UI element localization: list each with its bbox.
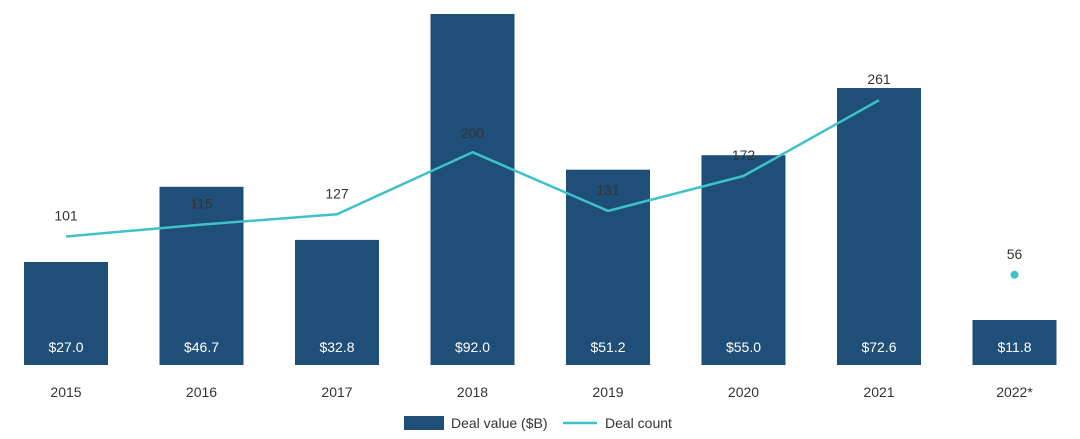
bar-value-label-2016: $46.7 [184, 339, 219, 355]
count-label-2018: 200 [461, 125, 485, 141]
legend: Deal value ($B) Deal count [404, 415, 672, 431]
bar-2021 [837, 88, 921, 365]
deal-count-point-2022 [1010, 270, 1019, 279]
count-label-2022: 56 [1007, 246, 1023, 262]
count-label-2017: 127 [325, 185, 349, 201]
bar-value-label-2020: $55.0 [726, 339, 761, 355]
bar-value-label-2021: $72.6 [861, 339, 896, 355]
x-tick-2017: 2017 [321, 384, 352, 400]
bar-value-label-2022: $11.8 [998, 339, 1032, 355]
legend-line-label: Deal count [605, 415, 672, 431]
bar-2020 [701, 155, 786, 365]
bar-2018 [430, 14, 515, 365]
bar-2019 [566, 169, 650, 365]
x-tick-2015: 2015 [50, 384, 81, 400]
legend-bar-swatch [404, 416, 444, 430]
count-label-2016: 115 [190, 196, 213, 212]
bar-value-label-2019: $51.2 [590, 339, 625, 355]
count-label-2021: 261 [867, 71, 891, 87]
bar-value-label-2015: $27.0 [48, 339, 83, 355]
x-tick-2019: 2019 [592, 384, 623, 400]
line-layer [65, 99, 1019, 279]
x-tick-2021: 2021 [863, 384, 894, 400]
bar-value-label-2017: $32.8 [319, 339, 354, 355]
bar-2015 [24, 262, 108, 365]
count-label-2015: 101 [54, 208, 78, 224]
count-label-2019: 131 [596, 182, 620, 198]
bar-labels-layer: $27.0 $46.7 $32.8 $92.0 $51.2 $55.0 $72.6 $11.8 [48, 339, 1031, 355]
deal-count-line [65, 99, 880, 238]
bar-value-label-2018: $92.0 [455, 339, 490, 355]
x-tick-2016: 2016 [186, 384, 217, 400]
legend-bar-label: Deal value ($B) [451, 415, 548, 431]
x-tick-2022: 2022* [996, 384, 1033, 400]
x-axis-ticks: 2015 2016 2017 2018 2019 2020 2021 2022* [50, 384, 1033, 400]
x-tick-2020: 2020 [728, 384, 759, 400]
bars-layer [24, 14, 1057, 365]
bar-2022 [972, 320, 1057, 365]
x-tick-2018: 2018 [457, 384, 488, 400]
bar-2017 [295, 239, 379, 365]
count-label-2020: 172 [732, 147, 756, 163]
count-labels-layer: 101 115 127 200 131 172 261 56 [54, 71, 1022, 262]
bar-2016 [159, 186, 244, 365]
